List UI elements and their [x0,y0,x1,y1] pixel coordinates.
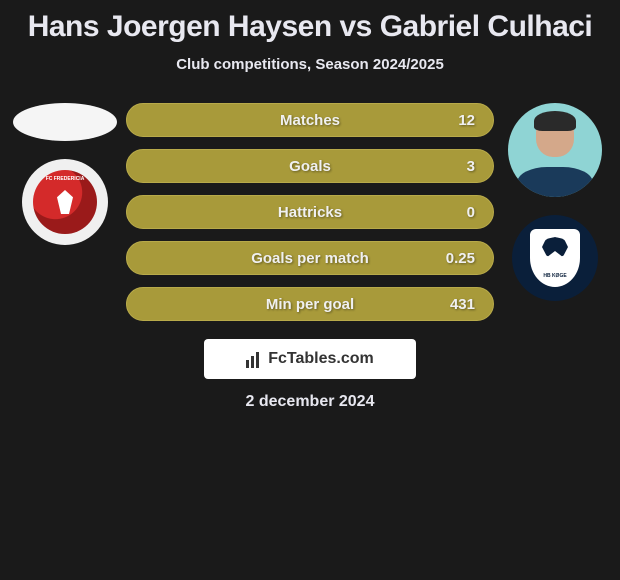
swan-shield-icon: HB KØGE [530,229,580,287]
barchart-icon [246,350,264,368]
left-column: FC FREDERICIA [10,103,120,245]
player-right-avatar [508,103,602,197]
stat-label: Goals [289,158,331,175]
right-column: HB KØGE [500,103,610,301]
avatar-shoulders [517,167,592,197]
source-badge[interactable]: FcTables.com [204,339,416,379]
stat-row-goals-per-match: Goals per match 0.25 [126,241,494,275]
stat-right-value: 431 [450,296,475,313]
stat-right-value: 3 [467,158,475,175]
stat-label: Matches [280,112,340,129]
comparison-card: Hans Joergen Haysen vs Gabriel Culhaci C… [0,0,620,421]
badge-text: FcTables.com [268,350,374,368]
stat-right-value: 0.25 [446,250,475,267]
stat-row-matches: Matches 12 [126,103,494,137]
stat-row-hattricks: Hattricks 0 [126,195,494,229]
club-right-logo: HB KØGE [512,215,598,301]
shield-icon: FC FREDERICIA [33,170,97,234]
stat-right-value: 12 [458,112,475,129]
stat-label: Min per goal [266,296,354,313]
club-left-logo: FC FREDERICIA [22,159,108,245]
main-row: FC FREDERICIA Matches 12 Goals 3 Hattric… [0,103,620,321]
stats-column: Matches 12 Goals 3 Hattricks 0 Goals per… [120,103,500,321]
stat-label: Goals per match [251,250,369,267]
footer: FcTables.com 2 december 2024 [0,339,620,411]
page-title: Hans Joergen Haysen vs Gabriel Culhaci [0,10,620,44]
club-right-label: HB KØGE [530,273,580,279]
date-label: 2 december 2024 [246,393,375,411]
player-left-avatar [13,103,117,141]
stat-row-min-per-goal: Min per goal 431 [126,287,494,321]
club-left-label: FC FREDERICIA [33,176,97,182]
stat-right-value: 0 [467,204,475,221]
stat-row-goals: Goals 3 [126,149,494,183]
stat-label: Hattricks [278,204,342,221]
subtitle: Club competitions, Season 2024/2025 [0,56,620,73]
